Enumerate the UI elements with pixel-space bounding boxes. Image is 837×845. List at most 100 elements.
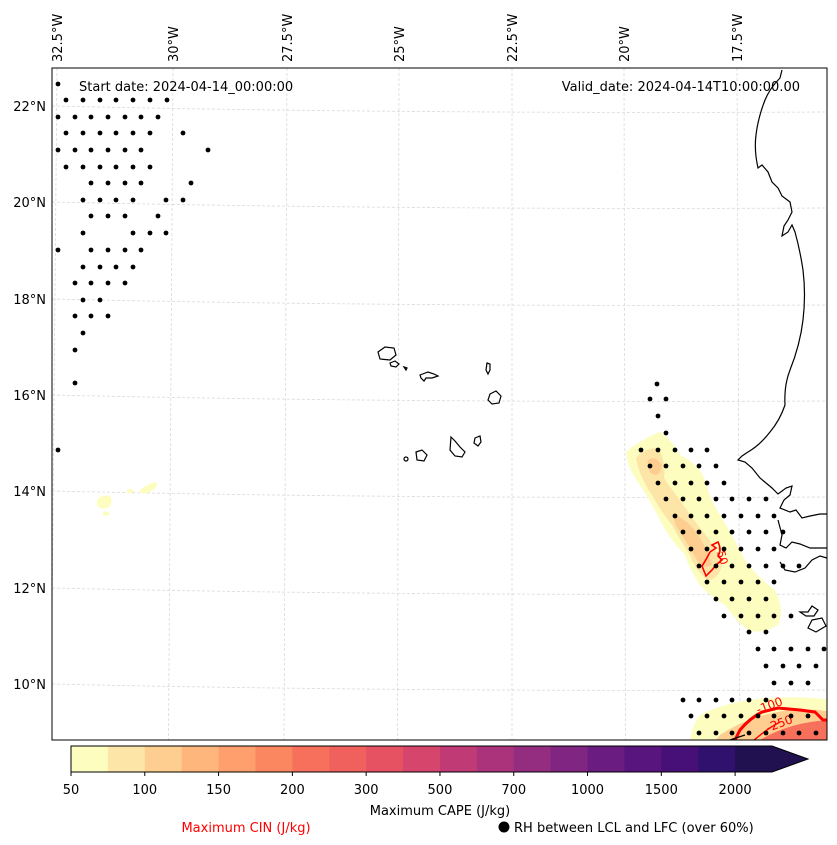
meridian-gridline bbox=[736, 68, 741, 740]
rh-dot bbox=[113, 164, 119, 170]
rh-dot bbox=[80, 130, 86, 136]
rh-dot bbox=[704, 713, 710, 719]
rh-dot bbox=[746, 629, 752, 635]
rh-dot bbox=[164, 97, 170, 103]
meridian-gridline bbox=[52, 68, 58, 673]
rh-dot bbox=[88, 147, 94, 153]
rh-dot bbox=[763, 629, 769, 635]
island-maio bbox=[473, 435, 482, 447]
rh-dot bbox=[788, 613, 794, 619]
longitude-tick-label: 22.5°W bbox=[506, 14, 521, 62]
rh-dot bbox=[729, 697, 735, 703]
rh-dot bbox=[780, 529, 786, 535]
rh-dot bbox=[130, 230, 136, 236]
rh-dot bbox=[763, 663, 769, 669]
rh-dot bbox=[704, 480, 710, 486]
rh-dot bbox=[763, 697, 769, 703]
colorbar-extend-arrow bbox=[772, 746, 808, 772]
rh-dot bbox=[655, 413, 661, 419]
parallel-gridline bbox=[52, 587, 827, 595]
rh-dot bbox=[147, 230, 153, 236]
rh-dot bbox=[205, 147, 211, 153]
island-fogo bbox=[415, 449, 428, 462]
rh-dot bbox=[771, 680, 777, 686]
rh-dot bbox=[105, 247, 111, 253]
valid-date-label: Valid_date: 2024-04-14T10:00:00.00 bbox=[562, 80, 800, 95]
rh-dot bbox=[755, 646, 761, 652]
rh-dot bbox=[680, 496, 686, 502]
rh-dot bbox=[72, 114, 78, 120]
rh-dot bbox=[805, 713, 811, 719]
rh-dot bbox=[680, 463, 686, 469]
rh-dot bbox=[696, 463, 702, 469]
meridian-gridline bbox=[283, 68, 288, 740]
colorbar-tick-label: 700 bbox=[501, 783, 526, 798]
latitude-tick-label: 18°N bbox=[13, 293, 46, 308]
rh-dot bbox=[672, 513, 678, 519]
rh-dot bbox=[713, 496, 719, 502]
rh-dot bbox=[180, 197, 186, 203]
rh-dot bbox=[113, 264, 119, 270]
colorbar-tick-label: 2000 bbox=[719, 783, 752, 798]
rh-dot bbox=[771, 513, 777, 519]
rh-dot bbox=[122, 213, 128, 219]
rh-dot bbox=[113, 197, 119, 203]
rh-dot bbox=[788, 713, 794, 719]
cape-band-core bbox=[647, 458, 712, 567]
rh-dot bbox=[755, 713, 761, 719]
rh-dot bbox=[647, 463, 653, 469]
rh-dot bbox=[113, 97, 119, 103]
rh-dot bbox=[696, 496, 702, 502]
rh-dot bbox=[63, 97, 69, 103]
rh-dot bbox=[738, 513, 744, 519]
rh-dot bbox=[130, 197, 136, 203]
rh-dot bbox=[97, 297, 103, 303]
rh-dot bbox=[780, 663, 786, 669]
colorbar-segment bbox=[587, 746, 625, 772]
rh-dot bbox=[688, 480, 694, 486]
rh-dot bbox=[80, 197, 86, 203]
rh-dot bbox=[755, 513, 761, 519]
rh-dot bbox=[713, 596, 719, 602]
rh-dot bbox=[771, 579, 777, 585]
rh-dot bbox=[746, 596, 752, 602]
cape-patch bbox=[103, 511, 110, 516]
island-brava bbox=[403, 456, 409, 462]
rh-dot bbox=[105, 147, 111, 153]
colorbar-segment bbox=[255, 746, 293, 772]
colorbar-tick-label: 200 bbox=[280, 783, 305, 798]
rh-dot bbox=[663, 430, 669, 436]
rh-dot bbox=[72, 280, 78, 286]
cape-south-3 bbox=[760, 720, 827, 740]
rh-dot bbox=[780, 730, 786, 736]
rh-dot bbox=[122, 147, 128, 153]
colorbar-segment bbox=[218, 746, 256, 772]
rh-dot bbox=[130, 130, 136, 136]
rh-dot bbox=[713, 529, 719, 535]
longitude-tick-label: 32.5°W bbox=[51, 14, 66, 62]
rh-dot bbox=[780, 563, 786, 569]
rh-legend-marker-icon bbox=[498, 821, 510, 833]
rh-dot bbox=[688, 546, 694, 552]
cape-patch bbox=[140, 482, 158, 494]
colorbar-tick-label: 1500 bbox=[645, 783, 678, 798]
rh-dot bbox=[721, 513, 727, 519]
rh-stippling bbox=[55, 81, 827, 736]
parallel-gridline bbox=[52, 490, 827, 498]
colorbar-segment bbox=[476, 746, 515, 772]
rh-dot bbox=[55, 81, 61, 87]
rh-dot bbox=[696, 529, 702, 535]
longitude-labels: 32.5°W 30°W 27.5°W 25°W 22.5°W 20°W 17.5°W bbox=[51, 14, 746, 62]
bijagos-islands bbox=[798, 605, 827, 633]
rh-dot bbox=[80, 230, 86, 236]
rh-dot bbox=[638, 447, 644, 453]
rh-dot bbox=[746, 730, 752, 736]
rh-dot bbox=[721, 546, 727, 552]
rh-dot bbox=[821, 646, 827, 652]
africa-coastline-2 bbox=[777, 519, 827, 549]
rh-dot bbox=[763, 563, 769, 569]
rh-dot bbox=[788, 680, 794, 686]
rh-dot bbox=[155, 114, 161, 120]
rh-dot bbox=[147, 130, 153, 136]
colorbar-outline bbox=[70, 745, 810, 773]
